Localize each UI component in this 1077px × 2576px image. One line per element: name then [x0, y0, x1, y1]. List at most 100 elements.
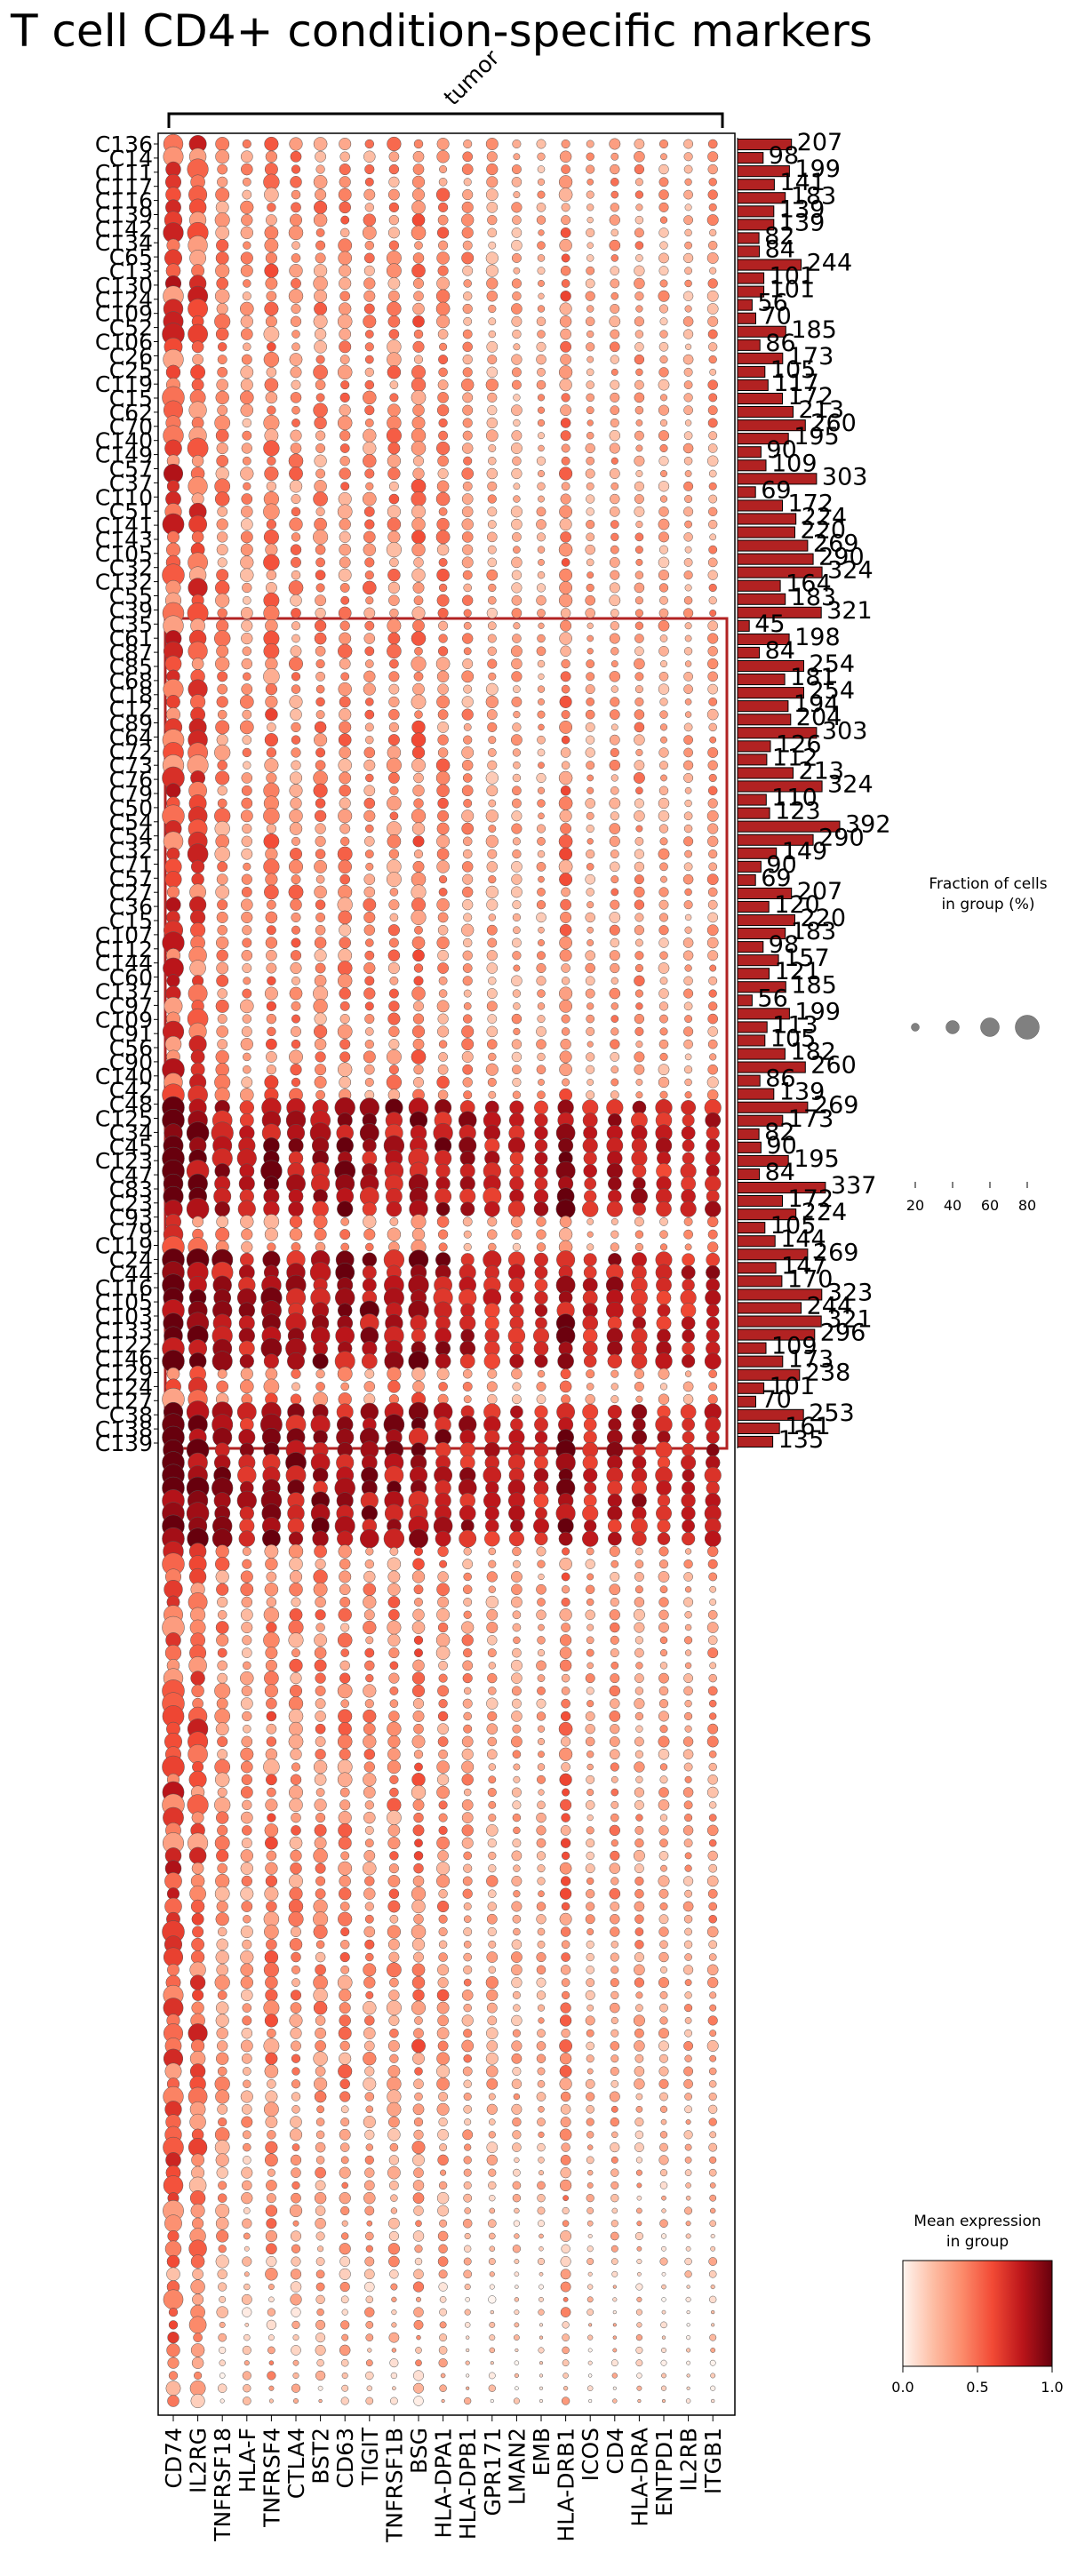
dot	[608, 1417, 622, 1432]
dot	[684, 1548, 692, 1555]
dot	[241, 785, 252, 796]
dot	[610, 482, 619, 490]
dot	[390, 2283, 398, 2291]
dot	[707, 379, 718, 390]
dot	[364, 1368, 375, 1379]
dot	[241, 163, 253, 176]
dot	[635, 825, 643, 833]
dot	[363, 252, 375, 264]
bar	[737, 1048, 786, 1060]
dot	[708, 1382, 718, 1392]
dot	[363, 1684, 377, 1698]
dot	[267, 2371, 276, 2381]
dot	[412, 2052, 425, 2065]
cluster-label: C149	[95, 443, 153, 468]
dot	[684, 1611, 692, 1619]
dot	[534, 1455, 548, 1470]
dot	[216, 277, 229, 290]
dot	[487, 646, 497, 656]
dot	[489, 2334, 496, 2341]
bar-value-label: 101	[770, 1373, 816, 1400]
bar	[737, 1061, 806, 1073]
dot	[534, 1417, 548, 1432]
dot	[560, 430, 571, 442]
dot	[486, 1381, 498, 1392]
bar-value-label: 290	[818, 825, 865, 852]
dot	[660, 153, 667, 161]
dot	[314, 733, 328, 747]
dot	[586, 1700, 594, 1708]
bar	[737, 1368, 801, 1381]
dot	[683, 532, 693, 542]
bar-value-label: 207	[797, 129, 843, 156]
dot	[583, 1164, 597, 1178]
dot	[586, 2385, 594, 2391]
dot	[683, 747, 693, 758]
dot	[340, 1926, 350, 1937]
dot	[658, 988, 669, 999]
dot	[216, 974, 229, 987]
cluster-label: C124	[95, 1374, 153, 1400]
dot	[363, 2269, 375, 2280]
dot	[315, 2257, 325, 2266]
dot	[706, 1875, 719, 1887]
dot	[363, 607, 376, 619]
dot	[512, 2245, 522, 2253]
dot	[387, 290, 400, 302]
dot	[609, 1711, 621, 1722]
dot	[610, 660, 618, 667]
dot	[413, 1723, 424, 1735]
dot	[288, 1543, 304, 1559]
dot	[266, 570, 277, 580]
dot	[264, 466, 279, 482]
dot	[659, 634, 668, 642]
dot	[707, 798, 718, 809]
dot	[609, 1583, 621, 1596]
dot	[217, 176, 228, 187]
dot	[463, 1395, 472, 1404]
dot	[515, 2348, 519, 2352]
dot	[536, 519, 546, 530]
size-legend-dot	[945, 1020, 960, 1034]
dot	[636, 2385, 642, 2391]
dot	[437, 392, 449, 403]
dot	[215, 884, 230, 899]
dot	[586, 1065, 595, 1074]
dot	[538, 939, 545, 946]
dot	[658, 1799, 670, 1811]
dot	[243, 482, 251, 490]
dot	[291, 532, 301, 542]
bar-value-label: 144	[780, 1225, 826, 1253]
dot	[512, 1750, 522, 1759]
dot	[610, 1230, 619, 1239]
dot	[559, 873, 573, 887]
dot	[537, 1369, 546, 1378]
dot	[706, 1926, 719, 1938]
dot	[586, 1877, 594, 1886]
dot	[708, 1953, 717, 1961]
dot	[191, 1811, 204, 1824]
dot	[683, 367, 693, 377]
dot	[363, 670, 376, 683]
dot	[610, 190, 619, 199]
dot	[387, 403, 401, 418]
dot	[636, 2207, 642, 2214]
dot	[682, 252, 694, 264]
dot	[341, 2384, 349, 2392]
dot	[291, 1978, 300, 1987]
dot	[337, 643, 353, 658]
dot	[291, 2054, 301, 2063]
dot	[164, 2240, 182, 2257]
dot	[634, 277, 645, 290]
dot	[387, 1875, 401, 1887]
dot	[364, 2129, 375, 2140]
dot	[562, 2346, 570, 2355]
dot	[291, 202, 301, 213]
dot	[290, 544, 302, 555]
dot	[538, 875, 545, 883]
dot	[683, 152, 693, 162]
dot	[511, 873, 523, 885]
bar-value-label: 181	[790, 664, 836, 691]
dot	[387, 643, 402, 659]
dot	[411, 188, 426, 202]
